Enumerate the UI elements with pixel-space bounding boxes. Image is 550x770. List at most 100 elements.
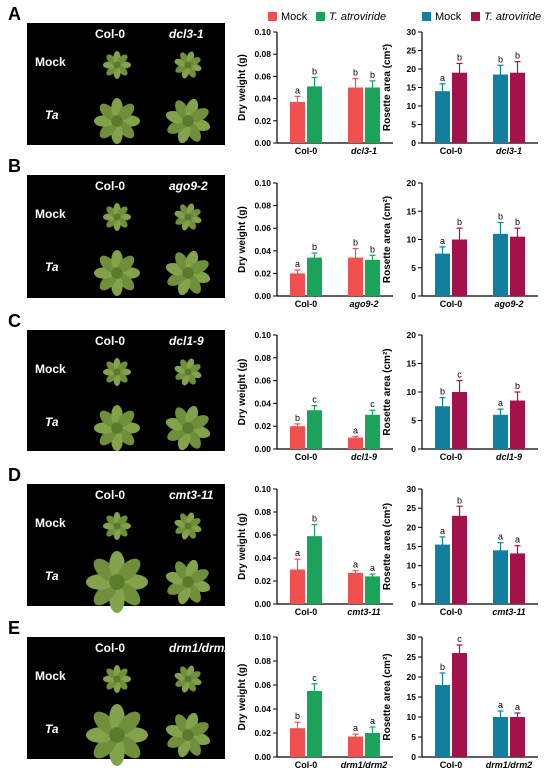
bar — [348, 87, 363, 143]
significance-letter: b — [498, 54, 503, 64]
plant-leaf — [186, 429, 201, 449]
y-tick-label: 0 — [411, 291, 416, 301]
plant-leaf — [180, 204, 189, 216]
plant-leaf — [117, 372, 128, 383]
plant-leaf — [187, 373, 196, 385]
significance-letter: a — [515, 702, 520, 712]
plant-leaf — [175, 678, 187, 687]
bar — [452, 239, 467, 296]
plant-center — [113, 213, 121, 221]
plant-rosette — [165, 712, 211, 758]
plant-rosette — [174, 51, 202, 79]
plant-leaf — [187, 527, 196, 539]
photo-genotype-label: Col-0 — [95, 179, 125, 193]
plant-rosette — [165, 98, 211, 144]
plant-leaf — [189, 209, 201, 218]
y-tick-label: 0.08 — [254, 656, 271, 666]
bar — [510, 717, 525, 757]
plant-leaf — [186, 583, 201, 603]
plant-center — [109, 574, 125, 590]
plant-center — [184, 61, 192, 69]
bar — [290, 426, 305, 449]
x-tick-label: Col-0 — [295, 452, 318, 462]
significance-letter: a — [370, 563, 375, 573]
significance-letter: b — [312, 514, 317, 524]
bar — [307, 691, 322, 757]
photo-row-label: Mock — [35, 362, 66, 376]
significance-letter: a — [295, 85, 300, 95]
bar — [348, 437, 363, 449]
x-tick-label: Col-0 — [440, 299, 463, 309]
plant-rosette — [85, 551, 148, 613]
plant-leaf — [175, 252, 190, 272]
legend-swatch-mock-right — [422, 12, 431, 21]
significance-letter: c — [457, 634, 462, 644]
plant-leaf — [175, 525, 187, 534]
panel-letter: B — [8, 156, 21, 176]
bar — [452, 392, 467, 449]
y-tick-label: 20 — [407, 672, 417, 682]
y-tick-label: 0.02 — [254, 268, 271, 278]
plant-leaf — [186, 274, 201, 294]
bar — [493, 717, 508, 757]
y-tick-label: 0.02 — [254, 116, 271, 126]
bar — [493, 550, 508, 604]
y-tick-label: 20 — [407, 64, 417, 74]
y-axis-label: Dry weight (g) — [237, 359, 248, 426]
significance-letter: a — [295, 548, 300, 558]
y-tick-label: 0.06 — [254, 680, 271, 690]
bar — [510, 236, 525, 296]
chart-C-rosette-area: 0 5 10 15 20 Rosette area (cm²) Col-0 b c dcl1-9 a… — [382, 330, 538, 462]
plant-leaf — [180, 666, 189, 678]
plant-leaf — [117, 54, 128, 65]
y-axis-label: Rosette area (cm²) — [382, 348, 393, 435]
plant-leaf — [106, 206, 117, 217]
x-tick-label: dcl1-9 — [496, 452, 522, 462]
plant-leaf — [93, 582, 117, 606]
y-tick-label: 0.10 — [254, 484, 271, 494]
plant-rosette — [103, 511, 131, 541]
significance-letter: a — [498, 532, 503, 542]
plant-leaf — [175, 714, 190, 734]
plant-leaf — [167, 119, 187, 134]
photo-genotype-label: ago9-2 — [169, 179, 208, 193]
x-tick-label: Col-0 — [295, 299, 318, 309]
plant-leaf — [180, 513, 189, 525]
bar — [365, 259, 380, 296]
plant-leaf — [175, 216, 187, 225]
plant-leaf — [99, 255, 117, 273]
plant-leaf — [106, 217, 117, 228]
y-tick-label: 5 — [411, 580, 416, 590]
panel-letter: A — [8, 4, 21, 24]
plant-leaf — [186, 736, 201, 756]
bar — [348, 572, 363, 604]
x-tick-label: Col-0 — [295, 146, 318, 156]
plant-leaf — [93, 735, 117, 759]
photo-panel-B: B Col-0 ago9-2 Mock Ta — [8, 156, 225, 298]
y-tick-label: 0 — [411, 138, 416, 148]
plant-leaf — [187, 218, 196, 230]
plant-leaf — [93, 558, 117, 582]
significance-letter: b — [295, 413, 300, 423]
significance-letter: b — [370, 244, 375, 254]
plant-leaf — [99, 121, 117, 139]
plant-leaf — [117, 273, 135, 291]
y-tick-label: 15 — [407, 83, 417, 93]
plant-leaf — [189, 108, 209, 123]
y-tick-label: 0 — [411, 599, 416, 609]
significance-letter: b — [515, 217, 520, 227]
plant-leaf — [189, 57, 201, 66]
y-tick-label: 0.02 — [254, 728, 271, 738]
y-tick-label: 0.06 — [254, 530, 271, 540]
y-tick-label: 0.10 — [254, 632, 271, 642]
y-tick-label: 0.06 — [254, 223, 271, 233]
x-tick-label: Col-0 — [295, 607, 318, 617]
x-tick-label: ago9-2 — [349, 299, 378, 309]
plant-leaf — [106, 515, 117, 526]
y-tick-label: 10 — [407, 387, 417, 397]
photo-row-label: Mock — [35, 55, 66, 69]
plant-leaf — [175, 407, 190, 427]
photo-panel-C: C Col-0 dcl1-9 Mock Ta — [8, 311, 225, 451]
plant-leaf — [106, 372, 117, 383]
chart-D-dry-weight: 0.00 0.02 0.04 0.06 0.08 0.10 Dry weight (g) Co… — [237, 484, 393, 617]
